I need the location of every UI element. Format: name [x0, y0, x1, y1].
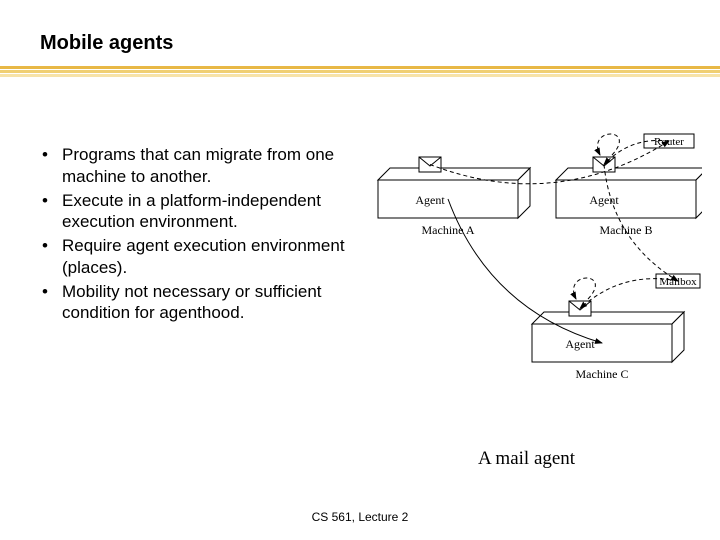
architecture-diagram: Machine AMachine BMachine CAgentAgentAge…: [372, 128, 702, 408]
bullet-item: Programs that can migrate from one machi…: [42, 144, 362, 188]
title-underline: [0, 66, 720, 77]
svg-text:Machine B: Machine B: [600, 223, 653, 237]
svg-text:Machine C: Machine C: [576, 367, 629, 381]
underline-bar-2: [0, 70, 720, 73]
bullet-list: Programs that can migrate from one machi…: [42, 144, 362, 326]
svg-text:Machine A: Machine A: [422, 223, 475, 237]
bullet-item: Require agent execution environment (pla…: [42, 235, 362, 279]
bullet-item: Mobility not necessary or sufficient con…: [42, 281, 362, 325]
underline-bar-1: [0, 66, 720, 69]
svg-text:Agent: Agent: [415, 193, 445, 207]
bullet-item: Execute in a platform-independent execut…: [42, 190, 362, 234]
page-title: Mobile agents: [40, 32, 173, 55]
underline-bar-3: [0, 74, 720, 77]
svg-text:Agent: Agent: [589, 193, 619, 207]
diagram-caption: A mail agent: [478, 448, 575, 470]
slide-footer: CS 561, Lecture 2: [0, 510, 720, 524]
svg-text:Mailbox: Mailbox: [659, 276, 697, 288]
svg-text:Router: Router: [654, 136, 684, 148]
